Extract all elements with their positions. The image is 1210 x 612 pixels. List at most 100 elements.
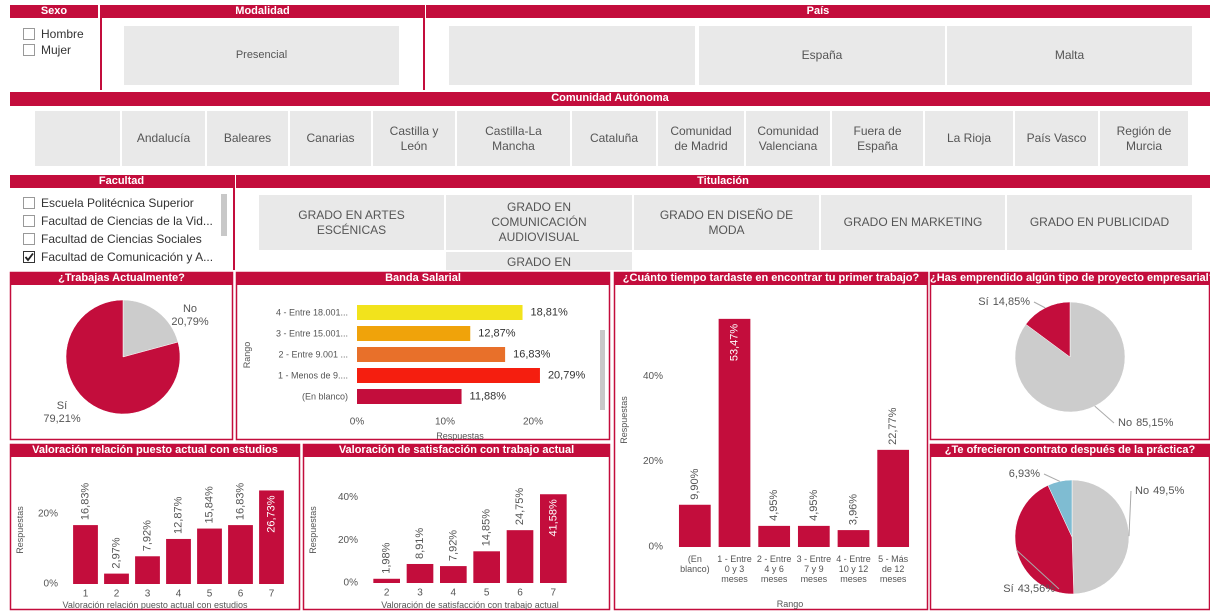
bar	[357, 326, 471, 341]
slicer-button[interactable]: GRADO EN COMUNICACIÓN AUDIOVISUAL	[446, 195, 632, 250]
section-header: Banda Salarial	[236, 272, 610, 285]
separator	[233, 175, 235, 270]
checkbox[interactable]	[23, 197, 35, 209]
value-label: 24,75%	[514, 488, 526, 526]
category-label: Sí	[57, 400, 67, 412]
slicer-button[interactable]: Castilla-La Mancha	[457, 111, 570, 166]
bar	[73, 525, 98, 584]
value-label: 1,98%	[381, 542, 393, 573]
x-tick-label: 6	[238, 589, 244, 600]
slicer-button[interactable]: Andalucía	[122, 111, 205, 166]
separator	[100, 5, 102, 90]
section-header: ¿Te ofrecieron contrato después de la pr…	[930, 444, 1210, 457]
scrollbar[interactable]	[600, 330, 605, 410]
y-tick-label: 4 - Entre 18.001...	[276, 308, 348, 318]
x-axis-title: Rango	[777, 599, 804, 609]
option-label: Facultad de Ciencias Sociales	[41, 232, 202, 246]
slicer-button[interactable]: Región de Murcia	[1100, 111, 1188, 166]
slicer-option[interactable]: Hombre	[23, 26, 84, 42]
bar	[540, 494, 567, 583]
checkbox[interactable]	[23, 233, 35, 245]
scrollbar[interactable]	[221, 194, 227, 236]
value-label: 49,5%	[1153, 485, 1184, 497]
y-tick-label: 1 - Menos de 9....	[278, 371, 348, 381]
slicer-button-blank[interactable]	[35, 111, 120, 166]
pie-slice	[1071, 479, 1130, 595]
section-header: Modalidad	[102, 5, 423, 18]
x-tick-label: 6	[517, 588, 523, 599]
y-tick-label: 0%	[344, 578, 359, 589]
x-tick-label: 4	[176, 589, 182, 600]
value-label: 11,88%	[470, 391, 507, 403]
y-tick-label: 0%	[649, 542, 664, 553]
value-label: 53,47%	[729, 324, 741, 362]
bar	[797, 525, 830, 547]
x-tick-label: 1 - Entre 0 y 3 meses	[717, 554, 752, 584]
value-label: 79,21%	[43, 413, 81, 425]
pie-label: Sí 43,56%	[1003, 583, 1055, 595]
option-label: Mujer	[41, 43, 72, 57]
y-axis-title: Respuestas	[619, 396, 629, 444]
value-label: 43,56%	[1018, 583, 1056, 595]
slicer-button[interactable]: GRADO EN	[446, 252, 632, 270]
slicer-button[interactable]: España	[699, 26, 945, 85]
checkbox[interactable]	[23, 251, 35, 263]
bar	[197, 528, 222, 584]
bar	[228, 525, 253, 584]
value-label: 2,97%	[111, 537, 123, 568]
value-label: 26,73%	[266, 495, 278, 533]
checkbox[interactable]	[23, 28, 35, 40]
slicer-button[interactable]: Presencial	[124, 26, 399, 85]
slicer-option[interactable]: Facultad de Ciencias Sociales	[23, 231, 202, 247]
slicer-button[interactable]: Comunidad de Madrid	[658, 111, 744, 166]
bar	[357, 347, 506, 362]
bar	[758, 525, 791, 547]
x-tick-label: 7	[551, 588, 557, 599]
checkbox[interactable]	[23, 44, 35, 56]
pie-label: No 20,79%	[171, 303, 209, 328]
slicer-button[interactable]: Malta	[947, 26, 1192, 85]
pie-slice	[122, 299, 179, 358]
y-tick-label: 0%	[44, 579, 59, 590]
slicer-option[interactable]: Escuela Politécnica Superior	[23, 195, 194, 211]
pie-label: No 85,15%	[1118, 417, 1174, 429]
value-label: 22,77%	[887, 407, 899, 445]
slicer-button[interactable]: Cataluña	[572, 111, 656, 166]
slicer-button-blank[interactable]	[449, 26, 695, 85]
slicer-button[interactable]: Comunidad Valenciana	[746, 111, 830, 166]
bar	[406, 563, 434, 583]
slicer-button[interactable]: Canarias	[290, 111, 371, 166]
x-tick-label: 4 - Entre 10 y 12 meses	[836, 554, 871, 584]
slicer-option[interactable]: Facultad de Comunicación y A...	[23, 249, 213, 265]
section-header: Valoración relación puesto actual con es…	[10, 444, 300, 457]
slicer-button[interactable]: Fuera de España	[832, 111, 923, 166]
bar	[259, 490, 284, 584]
value-label: 16,83%	[513, 349, 551, 361]
bar	[506, 530, 534, 583]
section-header: Valoración de satisfacción con trabajo a…	[303, 444, 610, 457]
x-tick-label: 10%	[435, 417, 455, 428]
x-tick-label: 3 - Entre 7 y 9 meses	[796, 554, 832, 584]
value-label: 9,90%	[689, 468, 701, 499]
slicer-button[interactable]: Castilla y León	[373, 111, 455, 166]
slicer-button[interactable]: GRADO EN DISEÑO DE MODA	[634, 195, 819, 250]
option-label: Facultad de Ciencias de la Vid...	[41, 214, 213, 228]
slicer-button[interactable]: Baleares	[207, 111, 288, 166]
section-header: ¿Trabajas Actualmente?	[10, 272, 233, 285]
value-label: 8,91%	[414, 528, 426, 559]
y-tick-label: 40%	[643, 371, 663, 382]
slicer-button[interactable]: GRADO EN ARTES ESCÉNICAS	[259, 195, 444, 250]
section-header: Facultad	[10, 175, 233, 188]
x-tick-label: 2	[384, 588, 390, 599]
slicer-button[interactable]: GRADO EN PUBLICIDAD	[1007, 195, 1192, 250]
checkbox[interactable]	[23, 215, 35, 227]
value-label: 20,79%	[171, 316, 209, 328]
slicer-button[interactable]: La Rioja	[925, 111, 1013, 166]
bar	[135, 556, 160, 584]
slicer-option[interactable]: Mujer	[23, 42, 71, 58]
slicer-option[interactable]: Facultad de Ciencias de la Vid...	[23, 213, 213, 229]
slicer-button[interactable]: GRADO EN MARKETING	[821, 195, 1005, 250]
check-mark	[24, 252, 34, 262]
slicer-button[interactable]: País Vasco	[1015, 111, 1098, 166]
